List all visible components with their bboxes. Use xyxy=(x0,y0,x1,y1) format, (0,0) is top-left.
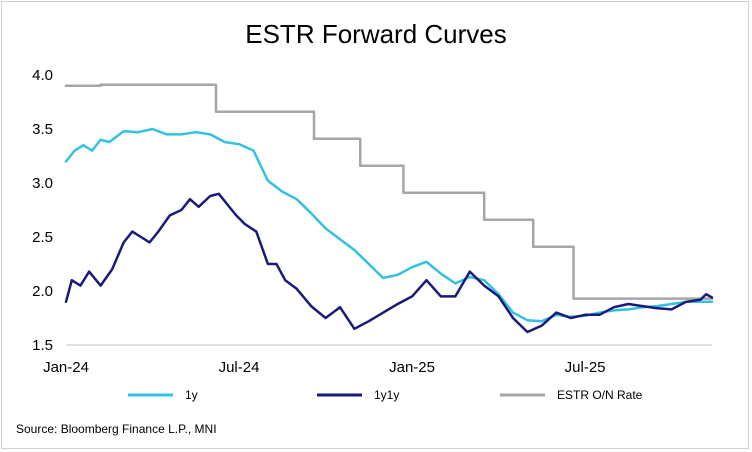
y-tick-label: 3.0 xyxy=(32,175,53,192)
series-line-1y1y xyxy=(64,192,714,334)
series-line-estr-o-n-rate xyxy=(64,83,714,300)
legend-label: 1y1y xyxy=(374,388,399,402)
x-tick-label: Jul-25 xyxy=(565,359,606,376)
x-tick-label: Jan-25 xyxy=(389,359,435,376)
legend-label: 1y xyxy=(185,388,198,402)
y-tick-label: 1.5 xyxy=(32,337,53,354)
y-tick-label: 3.5 xyxy=(32,121,53,138)
legend: 1y 1y1y ESTR O/N Rate xyxy=(128,388,643,402)
source-note: Source: Bloomberg Finance L.P., MNI xyxy=(16,422,217,436)
series-layer xyxy=(64,83,714,334)
x-axis: Jan-24 Jul-24 Jan-25 Jul-25 xyxy=(43,344,712,376)
legend-label: ESTR O/N Rate xyxy=(557,388,643,402)
y-tick-label: 2.0 xyxy=(32,283,53,300)
x-tick-label: Jul-24 xyxy=(219,359,260,376)
y-tick-label: 4.0 xyxy=(32,67,53,84)
y-tick-label: 2.5 xyxy=(32,229,53,246)
y-axis: 1.5 2.0 2.5 3.0 3.5 4.0 xyxy=(32,67,53,354)
chart-title: ESTR Forward Curves xyxy=(245,19,507,49)
x-tick-label: Jan-24 xyxy=(43,359,89,376)
